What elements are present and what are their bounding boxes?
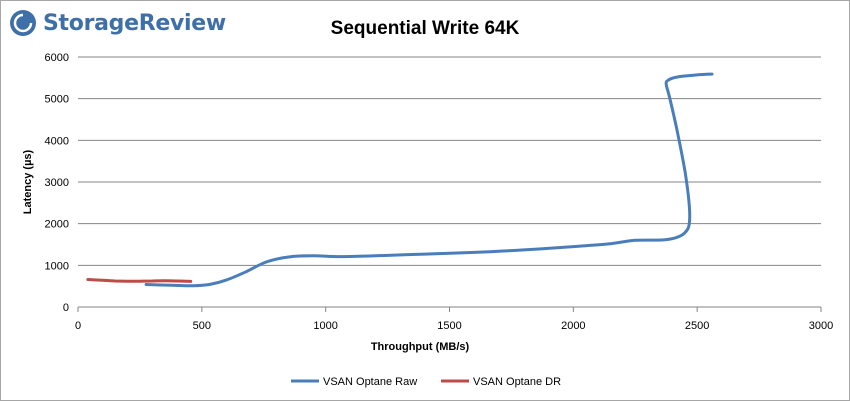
x-axis-label: Throughput (MB/s) bbox=[371, 341, 470, 353]
y-axis-label: Latency (µs) bbox=[22, 149, 34, 214]
legend-entry: VSAN Optane Raw bbox=[323, 376, 417, 388]
x-tick-label: 2500 bbox=[685, 320, 709, 332]
legend: VSAN Optane Raw VSAN Optane DR bbox=[291, 376, 561, 388]
x-tick-label: 2000 bbox=[561, 320, 585, 332]
brand-name: StorageReview bbox=[43, 10, 226, 36]
y-tick-label: 4000 bbox=[45, 135, 69, 147]
y-tick-label: 0 bbox=[63, 302, 69, 314]
storagereview-logo-icon bbox=[10, 10, 36, 36]
y-tick-label: 2000 bbox=[45, 219, 69, 231]
x-tick-label: 0 bbox=[75, 320, 81, 332]
chart-title: Sequential Write 64K bbox=[331, 18, 520, 39]
series-line-0 bbox=[144, 72, 714, 288]
grid-lines bbox=[78, 56, 821, 266]
x-axis-ticks: 0 500 1000 1500 2000 2500 3000 bbox=[75, 307, 833, 332]
y-tick-label: 6000 bbox=[45, 52, 69, 64]
x-tick-label: 3000 bbox=[809, 320, 833, 332]
y-axis-ticks: 0 1000 2000 3000 4000 5000 6000 bbox=[45, 52, 69, 314]
x-tick-label: 1500 bbox=[437, 320, 461, 332]
x-tick-label: 1000 bbox=[313, 320, 337, 332]
y-tick-label: 1000 bbox=[45, 260, 69, 272]
y-tick-label: 5000 bbox=[45, 94, 69, 106]
brand-logo: StorageReview bbox=[9, 5, 226, 41]
series-lines bbox=[86, 72, 714, 288]
y-tick-label: 3000 bbox=[45, 177, 69, 189]
x-tick-label: 500 bbox=[193, 320, 211, 332]
legend-entry: VSAN Optane DR bbox=[473, 376, 561, 388]
series-line-1 bbox=[86, 278, 193, 283]
